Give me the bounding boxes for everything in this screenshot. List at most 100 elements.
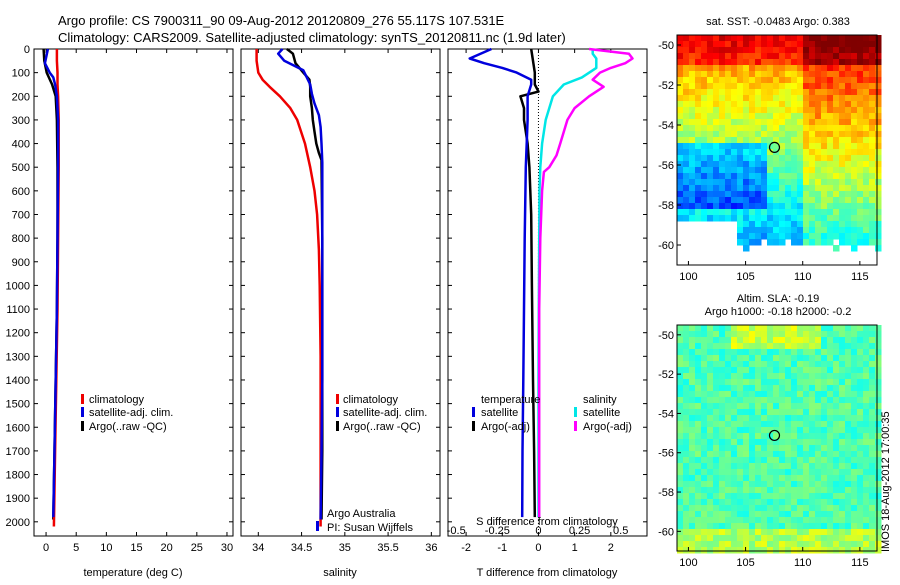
map-cell <box>761 517 768 524</box>
map-cell <box>833 481 840 488</box>
map-cell <box>845 469 852 476</box>
map-cell <box>725 47 732 54</box>
map-cell <box>863 409 870 416</box>
map-cell <box>779 529 786 536</box>
map-cell <box>821 469 828 476</box>
map-cell <box>785 445 792 452</box>
map-cell <box>743 373 750 380</box>
map-cell <box>833 131 840 138</box>
map-cell <box>833 209 840 216</box>
map-cell <box>701 361 708 368</box>
map-cell <box>749 487 756 494</box>
map-cell <box>689 35 696 42</box>
map-cell <box>833 505 840 512</box>
map-cell <box>695 71 702 78</box>
map-cell <box>695 337 702 344</box>
map-cell <box>875 337 882 344</box>
map-cell <box>695 523 702 530</box>
map-cell <box>845 233 852 240</box>
map-cell <box>863 397 870 404</box>
map-cell <box>731 343 738 350</box>
map-cell <box>827 493 834 500</box>
map-cell <box>719 487 726 494</box>
map-cell <box>737 137 744 144</box>
map-cell <box>683 185 690 192</box>
map-cell <box>767 143 774 150</box>
map-cell <box>869 535 876 542</box>
map-cell <box>827 113 834 120</box>
map-cell <box>707 191 714 198</box>
map-cell <box>833 475 840 482</box>
map-cell <box>689 415 696 422</box>
map-cell <box>803 131 810 138</box>
map-cell <box>755 487 762 494</box>
map-cell <box>839 517 846 524</box>
map-cell <box>773 119 780 126</box>
map-cell <box>749 179 756 186</box>
map-cell <box>767 331 774 338</box>
map-cell <box>845 541 852 548</box>
map-cell <box>851 343 858 350</box>
map-cell <box>779 325 786 332</box>
map-cell <box>803 427 810 434</box>
map-cell <box>851 433 858 440</box>
map-cell <box>779 403 786 410</box>
map-cell <box>815 487 822 494</box>
map-cell <box>779 95 786 102</box>
map-cell <box>803 487 810 494</box>
x-top-tick-label: -0.25 <box>485 525 510 537</box>
map-cell <box>689 529 696 536</box>
map-cell <box>803 463 810 470</box>
map-cell <box>689 373 696 380</box>
map-cell <box>839 355 846 362</box>
map-cell <box>779 107 786 114</box>
map-cell <box>815 119 822 126</box>
series-line-argo-raw-qc- <box>286 48 324 520</box>
map-cell <box>701 179 708 186</box>
map-cell <box>797 355 804 362</box>
map-cell <box>785 119 792 126</box>
map-cell <box>731 155 738 162</box>
map-cell <box>839 505 846 512</box>
map-cell <box>749 185 756 192</box>
map-cell <box>833 445 840 452</box>
map-cell <box>803 511 810 518</box>
map-cell <box>725 197 732 204</box>
map-cell <box>863 47 870 54</box>
map-cell <box>713 439 720 446</box>
map-cell <box>731 493 738 500</box>
map-cell <box>743 445 750 452</box>
map-cell <box>725 403 732 410</box>
sst-map-title: sat. SST: -0.0483 Argo: 0.383 <box>706 16 850 28</box>
map-cell <box>857 427 864 434</box>
map-cell <box>845 415 852 422</box>
map-cell <box>809 149 816 156</box>
map-cell <box>863 233 870 240</box>
map-cell <box>743 523 750 530</box>
map-cell <box>845 215 852 222</box>
map-cell <box>803 95 810 102</box>
map-cell <box>713 83 720 90</box>
map-cell <box>731 167 738 174</box>
map-cell <box>815 203 822 210</box>
map-cell <box>875 439 882 446</box>
map-cell <box>803 499 810 506</box>
map-cell <box>767 119 774 126</box>
map-cell <box>689 391 696 398</box>
map-cell <box>827 325 834 332</box>
map-cell <box>767 131 774 138</box>
map-cell <box>677 403 684 410</box>
map-cell <box>827 481 834 488</box>
map-cell <box>791 367 798 374</box>
map-cell <box>875 41 882 48</box>
map-cell <box>707 499 714 506</box>
depth-tick-label: 200 <box>12 91 30 103</box>
map-cell <box>791 499 798 506</box>
legend-label: Argo(-adj) <box>583 421 632 433</box>
map-cell <box>713 101 720 108</box>
map-cell <box>737 457 744 464</box>
map-cell <box>767 445 774 452</box>
map-cell <box>857 65 864 72</box>
map-cell <box>755 451 762 458</box>
map-cell <box>683 511 690 518</box>
